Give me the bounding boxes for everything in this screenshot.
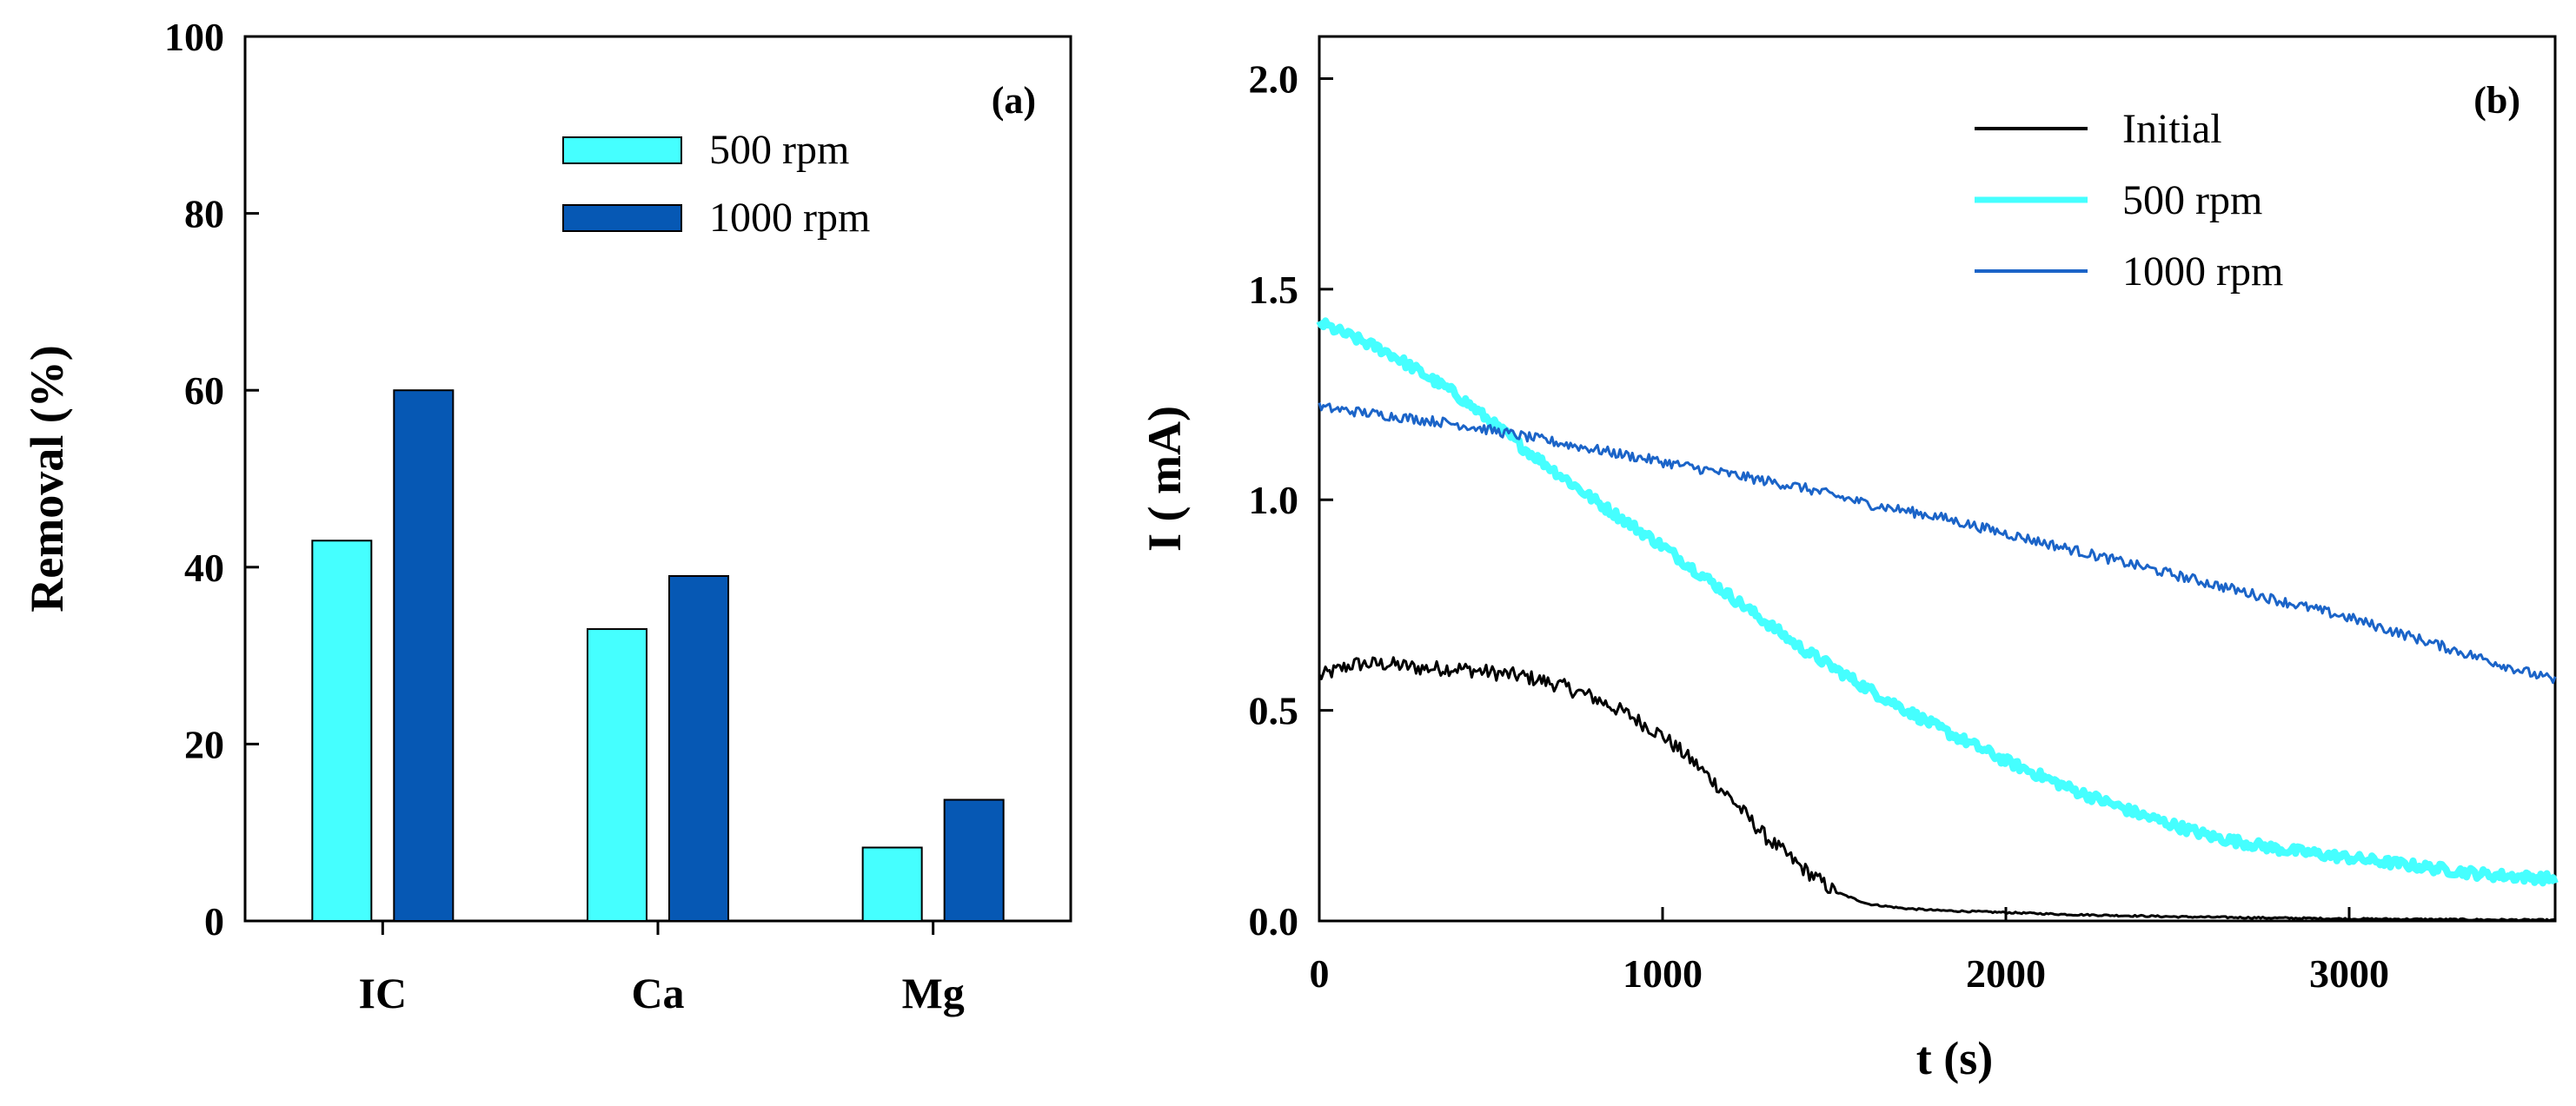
- y-tick-label-a: 40: [184, 546, 224, 590]
- bar: [943, 798, 1005, 922]
- chart-a-removal-bar-chart: 0 20 40 60 80 100 Removal (%) (a) IC Ca Mg 500 rpm 1…: [21, 15, 1072, 1017]
- legend-label-b: Initial: [2122, 106, 2222, 152]
- bar: [668, 574, 729, 922]
- x-tick-label-b: 1000: [1623, 951, 1703, 996]
- bar: [393, 389, 455, 922]
- legend-label-b: 500 rpm: [2122, 177, 2262, 223]
- plot-frame-b: [1318, 35, 2557, 923]
- panel-label-b: (b): [2473, 79, 2520, 122]
- category-label: Ca: [631, 969, 684, 1017]
- legend-label-a: 1000 rpm: [709, 195, 870, 241]
- panel-label-a: (a): [992, 79, 1036, 122]
- y-tick-label-b: 1.5: [1249, 268, 1299, 312]
- x-tick-label-b: 3000: [2309, 951, 2389, 996]
- y-tick-label-a: 20: [184, 722, 224, 766]
- legend-label-a: 500 rpm: [709, 127, 849, 173]
- legend-swatch-a: [562, 136, 682, 164]
- y-tick-label-a: 80: [184, 192, 224, 236]
- x-axis-title-b: t (s): [1916, 1032, 1993, 1084]
- x-tick-label-b: 2000: [1966, 951, 2046, 996]
- y-tick-label-b: 1.0: [1249, 478, 1299, 522]
- series-line: [1316, 317, 2559, 887]
- y-axis-title-b: I ( mA): [1139, 406, 1191, 552]
- y-tick-label-b: 0.5: [1249, 689, 1299, 733]
- category-label: IC: [359, 969, 408, 1017]
- bar: [861, 846, 923, 922]
- y-tick-label-b: 2.0: [1249, 56, 1299, 101]
- category-label: Mg: [902, 969, 965, 1017]
- y-tick-label-a: 100: [164, 15, 224, 59]
- y-axis-title-a: Removal (%): [21, 345, 73, 612]
- x-tick-label-b: 0: [1310, 951, 1330, 996]
- y-tick-label-a: 60: [184, 368, 224, 413]
- chart-b-current-line-chart: 0.0 0.5 1.0 1.5 2.0 0 1000 2000 3000 I ( mA) t (s)…: [1139, 35, 2559, 1084]
- y-tick-label-a: 0: [204, 899, 224, 944]
- bar: [587, 628, 647, 922]
- bar: [311, 540, 373, 922]
- legend-swatch-a: [562, 204, 682, 232]
- y-tick-label-b: 0.0: [1249, 899, 1299, 944]
- series-line: [1318, 656, 2556, 923]
- series-line: [1318, 402, 2557, 685]
- legend-label-b: 1000 rpm: [2122, 248, 2283, 295]
